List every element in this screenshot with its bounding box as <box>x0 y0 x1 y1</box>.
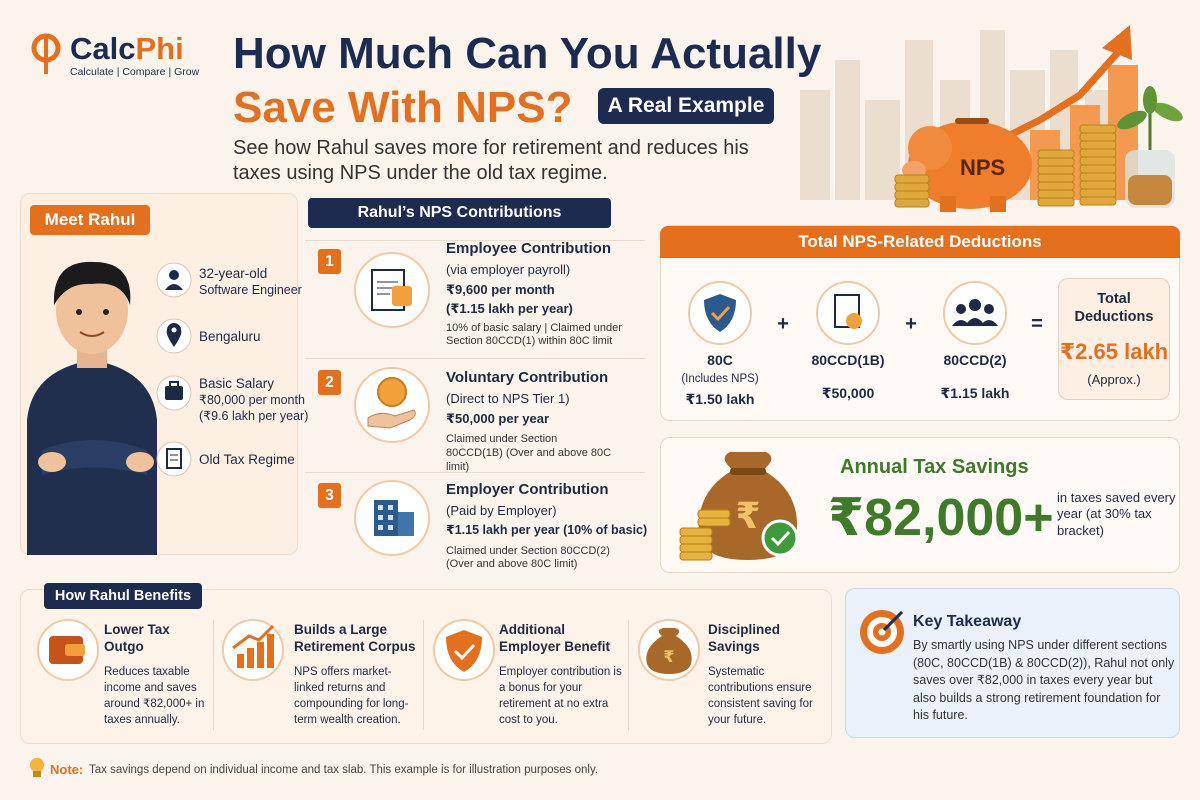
hero-illustration <box>800 25 1183 212</box>
logo-text: CalcPhi <box>70 30 184 69</box>
profile-line: Software Engineer <box>199 282 302 297</box>
deduction-label: 80C <box>707 352 733 368</box>
takeaway-title: Key Takeaway <box>913 613 1022 630</box>
step-number: 1 <box>318 249 341 274</box>
benefit-text: NPS offers market-linked returns and com… <box>294 665 409 727</box>
profile-line: Basic Salary <box>199 376 275 391</box>
deduction-label: 80CCD(2) <box>943 352 1007 368</box>
profile-item: 32-year-old Software Engineer <box>199 266 302 299</box>
deduction-amount: ₹1.15 lakh <box>940 384 1010 401</box>
logo-phi: Phi <box>135 31 184 66</box>
benefits-panel <box>20 589 832 744</box>
divider <box>423 620 424 730</box>
contribution-amount: ₹50,000 per year <box>446 411 550 426</box>
benefit-item: Additional Employer Benefit Employer con… <box>499 622 624 728</box>
benefit-icons: ₹ <box>37 619 700 681</box>
divider <box>305 358 645 359</box>
benefit-text: Employer contribution is a bonus for you… <box>499 665 622 727</box>
contribution-note: 10% of basic salary | Claimed under Sect… <box>446 321 622 348</box>
takeaway-text: By smartly using NPS under different sec… <box>913 638 1175 722</box>
piggy-label: NPS <box>960 155 1006 180</box>
deduction-amount: ₹1.50 lakh <box>685 390 755 407</box>
operator: + <box>905 313 917 335</box>
benefit-title: Additional Employer Benefit <box>499 622 611 654</box>
profile-item: Bengaluru <box>199 329 261 344</box>
divider <box>213 620 214 730</box>
benefit-text: Systematic contributions ensure consiste… <box>708 665 813 727</box>
contribution-amount: ₹9,600 per month <box>446 282 555 297</box>
bag-symbol: ₹ <box>663 649 674 666</box>
total-box <box>1058 278 1170 400</box>
savings-note: in taxes saved every year (at 30% tax br… <box>1057 490 1176 538</box>
contribution-item: Employee Contribution (via employer payr… <box>446 240 641 349</box>
contribution-amount: ₹1.15 lakh per year (10% of basic) <box>446 523 648 537</box>
benefit-item: Disciplined Savings Systematic contribut… <box>708 622 828 728</box>
deduction-amount: ₹50,000 <box>821 384 875 401</box>
benefit-title: Disciplined Savings <box>708 622 781 654</box>
contribution-title: Employer Contribution <box>446 481 609 498</box>
contribution-note: Claimed under Section 80CCD(1B) (Over an… <box>446 433 612 473</box>
subtitle: See how Rahul saves more for retirement … <box>233 137 749 184</box>
benefits-title: How Rahul Benefits <box>44 583 202 609</box>
deduction-item: 80C (Includes NPS) ₹1.50 lakh <box>665 352 775 408</box>
contribution-title: Voluntary Contribution <box>446 369 609 386</box>
total-label: Total Deductions <box>1074 291 1154 326</box>
benefit-item: Lower Tax Outgo Reduces taxable income a… <box>104 622 209 728</box>
contribution-title: Employee Contribution <box>446 240 611 257</box>
profile-line: 32-year-old <box>199 266 268 281</box>
contribution-item: Voluntary Contribution (Direct to NPS Ti… <box>446 369 641 475</box>
title-line-1: How Much Can You Actually <box>233 29 822 78</box>
badge: A Real Example <box>598 88 774 124</box>
deduction-sublabel: (Includes NPS) <box>681 372 759 385</box>
profile-title: Meet Rahul <box>30 205 150 235</box>
logo-calc: Calc <box>70 31 136 66</box>
footnote-label: Note: <box>50 762 84 777</box>
contribution-item: Employer Contribution (Paid by Employer)… <box>446 481 648 572</box>
person-illustration <box>27 261 157 555</box>
profile-item: Basic Salary ₹80,000 per month (₹9.6 lakh … <box>199 376 308 424</box>
logo-tagline: Calculate | Compare | Grow <box>70 66 200 78</box>
contribution-subtitle: (via employer payroll) <box>446 261 571 277</box>
savings-title: Annual Tax Savings <box>840 456 1029 478</box>
deduction-icons <box>688 281 1007 345</box>
total-note: (Approx.) <box>1087 372 1141 387</box>
step-number: 2 <box>318 370 341 395</box>
benefit-title: Builds a Large Retirement Corpus <box>294 622 416 654</box>
profile-line: ₹80,000 per month <box>199 392 305 407</box>
deductions-title: Total NPS-Related Deductions <box>660 226 1180 258</box>
operator: = <box>1031 313 1043 335</box>
benefit-title: Lower Tax Outgo <box>104 622 170 654</box>
contribution-subtitle: (Direct to NPS Tier 1) <box>446 390 570 406</box>
bulb-icon <box>30 758 44 777</box>
divider <box>628 620 629 730</box>
divider <box>305 472 645 473</box>
total-amount: ₹2.65 lakh <box>1059 339 1169 364</box>
footnote-text: Tax savings depend on individual income … <box>89 764 599 776</box>
operator: + <box>777 313 789 335</box>
deduction-label: 80CCD(1B) <box>811 352 885 368</box>
benefit-item: Builds a Large Retirement Corpus NPS off… <box>294 622 419 728</box>
contribution-subtitle: (Paid by Employer) <box>446 502 557 518</box>
profile-item: Old Tax Regime <box>199 452 295 467</box>
contribution-icons <box>354 252 430 556</box>
deduction-item: 80CCD(2) ₹1.15 lakh <box>920 352 1030 402</box>
savings-amount: ₹82,000+ <box>828 489 1054 547</box>
step-number: 3 <box>318 483 341 508</box>
logo-mark <box>31 33 61 74</box>
contribution-note: Claimed under Section 80CCD(2) (Over and… <box>446 544 610 571</box>
money-bag-illustration: ₹ <box>679 452 799 561</box>
divider <box>305 240 645 241</box>
contributions-title: Rahul’s NPS Contributions <box>308 198 611 228</box>
profile-line: (₹9.6 lakh per year) <box>199 408 309 423</box>
deduction-item: 80CCD(1B) ₹50,000 <box>793 352 903 402</box>
profile-icons <box>156 262 192 477</box>
benefit-text: Reduces taxable income and saves around … <box>104 665 205 727</box>
title-line-2: Save With NPS? <box>233 83 573 132</box>
bag-symbol: ₹ <box>735 495 760 536</box>
contribution-amount-detail: (₹1.15 lakh per year) <box>446 301 573 317</box>
target-icon <box>860 610 904 654</box>
